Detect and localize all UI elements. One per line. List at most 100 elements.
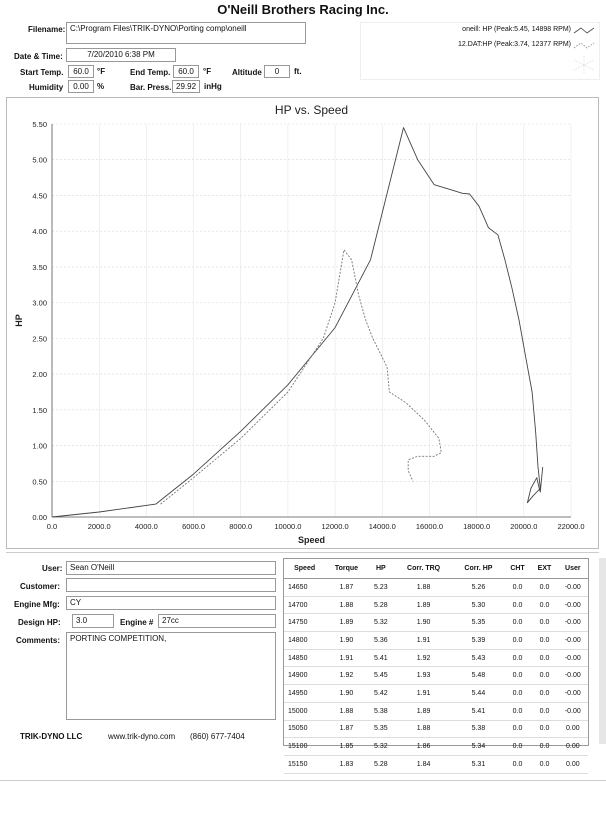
- col-speed: Speed: [284, 559, 326, 579]
- start-temp-unit: °F: [97, 67, 106, 76]
- x-tick-label: 22000.0: [557, 522, 584, 531]
- x-tick-label: 12000.0: [322, 522, 349, 531]
- y-tick-label: 3.00: [32, 299, 47, 308]
- humidity-field[interactable]: 0.00: [68, 80, 94, 93]
- date-label: Date & Time:: [14, 52, 63, 61]
- legend-series-2: 12.DAT:HP (Peak:3.74, 12377 RPM): [458, 41, 571, 48]
- y-tick-label: 4.00: [32, 227, 47, 236]
- table-cell: 0.0: [503, 613, 532, 633]
- design-hp-label: Design HP:: [18, 618, 61, 627]
- table-cell: 15100: [284, 737, 326, 756]
- table-cell: 5.32: [367, 613, 395, 633]
- table-row[interactable]: 14700 1.88 5.28 1.89 5.30 0.0 0.0 -0.00: [284, 596, 588, 615]
- table-cell: 1.88: [325, 596, 368, 615]
- altitude-field[interactable]: 0: [264, 65, 290, 78]
- table-cell: 5.41: [453, 702, 504, 721]
- col-corr-trq: Corr. TRQ: [394, 559, 454, 579]
- table-cell: 0.0: [531, 666, 558, 686]
- x-tick-label: 16000.0: [416, 522, 443, 531]
- table-cell: 5.42: [367, 684, 395, 703]
- table-row[interactable]: 15050 1.87 5.35 1.88 5.38 0.0 0.0 0.00: [284, 720, 588, 739]
- table-row[interactable]: 14750 1.89 5.32 1.90 5.35 0.0 0.0 -0.00: [284, 613, 588, 633]
- pressure-field[interactable]: 29.92: [172, 80, 200, 93]
- table-cell: 1.89: [325, 613, 368, 633]
- end-temp-field[interactable]: 60.0: [173, 65, 199, 78]
- table-cell: 1.92: [325, 666, 368, 686]
- date-field[interactable]: 7/20/2010 6:38 PM: [66, 48, 176, 62]
- table-cell: 1.89: [394, 596, 454, 615]
- table-cell: 1.85: [325, 737, 368, 756]
- y-tick-label: 5.00: [32, 156, 47, 165]
- table-cell: 1.88: [394, 578, 454, 597]
- table-cell: 0.0: [531, 755, 558, 774]
- col-ext: EXT: [531, 559, 558, 579]
- engine-number-field[interactable]: 27cc: [158, 614, 276, 628]
- table-cell: 1.83: [325, 755, 368, 774]
- filename-field[interactable]: C:\Program Files\TRIK-DYNO\Porting comp\…: [66, 22, 306, 44]
- chart-frame: [6, 97, 599, 549]
- col-corr-hp: Corr. HP: [453, 559, 504, 579]
- legend-grid-icon: [573, 56, 595, 74]
- x-tick-label: 4000.0: [135, 522, 158, 531]
- comments-label: Comments:: [16, 636, 61, 645]
- table-cell: 5.26: [453, 578, 504, 597]
- table-cell: 1.90: [325, 684, 368, 703]
- table-cell: 0.0: [503, 596, 532, 615]
- table-cell: 0.0: [531, 596, 558, 615]
- table-row[interactable]: 15100 1.85 5.32 1.86 5.34 0.0 0.0 0.00: [284, 737, 588, 756]
- table-scrollbar[interactable]: [599, 558, 606, 744]
- table-cell: 1.87: [325, 578, 368, 597]
- comments-field[interactable]: PORTING COMPETITION,: [66, 632, 276, 720]
- table-cell: 0.0: [503, 666, 532, 686]
- table-cell: 0.0: [503, 737, 532, 756]
- x-tick-label: 18000.0: [463, 522, 490, 531]
- table-cell: 1.87: [325, 720, 368, 739]
- table-row[interactable]: 14900 1.92 5.45 1.93 5.48 0.0 0.0 -0.00: [284, 666, 588, 686]
- table-cell: 0.0: [503, 702, 532, 721]
- table-cell: 0.0: [503, 649, 532, 668]
- table-cell: 15150: [284, 755, 326, 774]
- engine-mfg-field[interactable]: CY: [66, 596, 276, 610]
- y-axis-label: HP: [14, 314, 24, 327]
- start-temp-field[interactable]: 60.0: [68, 65, 94, 78]
- footer-brand: TRIK-DYNO LLC: [20, 732, 83, 741]
- table-row[interactable]: 14850 1.91 5.41 1.92 5.43 0.0 0.0 -0.00: [284, 649, 588, 668]
- x-tick-label: 2000.0: [88, 522, 111, 531]
- footer-website[interactable]: www.trik-dyno.com: [108, 732, 176, 741]
- design-hp-field[interactable]: 3.0: [72, 614, 114, 628]
- table-row[interactable]: 15150 1.83 5.28 1.84 5.31 0.0 0.0 0.00: [284, 755, 588, 774]
- table-cell: 5.36: [367, 631, 395, 650]
- y-tick-label: 0.50: [32, 477, 47, 486]
- customer-field[interactable]: [66, 578, 276, 592]
- table-cell: 1.91: [394, 631, 454, 650]
- table-cell: 5.35: [453, 613, 504, 633]
- series-line-oneill: [51, 127, 544, 518]
- col-user: User: [557, 559, 588, 579]
- table-cell: 1.92: [394, 649, 454, 668]
- table-row[interactable]: 14650 1.87 5.23 1.88 5.26 0.0 0.0 -0.00: [284, 578, 588, 597]
- table-cell: 1.90: [325, 631, 368, 650]
- table-cell: 0.0: [503, 578, 532, 597]
- humidity-label: Humidity: [29, 83, 64, 92]
- footer-phone: (860) 677-7404: [190, 732, 245, 741]
- table-cell: -0.00: [557, 649, 588, 668]
- table-cell: 5.43: [453, 649, 504, 668]
- table-cell: 5.34: [453, 737, 504, 756]
- table-row[interactable]: 15000 1.88 5.38 1.89 5.41 0.0 0.0 -0.00: [284, 702, 588, 721]
- table-cell: 14700: [284, 596, 326, 615]
- hp-vs-speed-chart: 0.00 0.50 1.00 1.50 2.00 2.50 3.00 3.50 4.00 4.50…: [14, 103, 585, 545]
- col-cht: CHT: [503, 559, 532, 579]
- table-cell: 5.32: [367, 737, 395, 756]
- x-tick-label: 20000.0: [510, 522, 537, 531]
- table-row[interactable]: 14800 1.90 5.36 1.91 5.39 0.0 0.0 -0.00: [284, 631, 588, 650]
- series-line-12dat: [160, 249, 442, 505]
- table-cell: 14800: [284, 631, 326, 650]
- y-tick-label: 1.00: [32, 442, 47, 451]
- user-field[interactable]: Sean O'Neill: [66, 561, 276, 575]
- table-cell: 0.0: [503, 684, 532, 703]
- user-label: User:: [42, 564, 63, 573]
- table-row[interactable]: 14950 1.90 5.42 1.91 5.44 0.0 0.0 -0.00: [284, 684, 588, 703]
- y-tick-label: 3.50: [32, 263, 47, 272]
- table-cell: 0.0: [531, 720, 558, 739]
- table-header-row: Speed Torque HP Corr. TRQ Corr. HP CHT E…: [284, 559, 588, 579]
